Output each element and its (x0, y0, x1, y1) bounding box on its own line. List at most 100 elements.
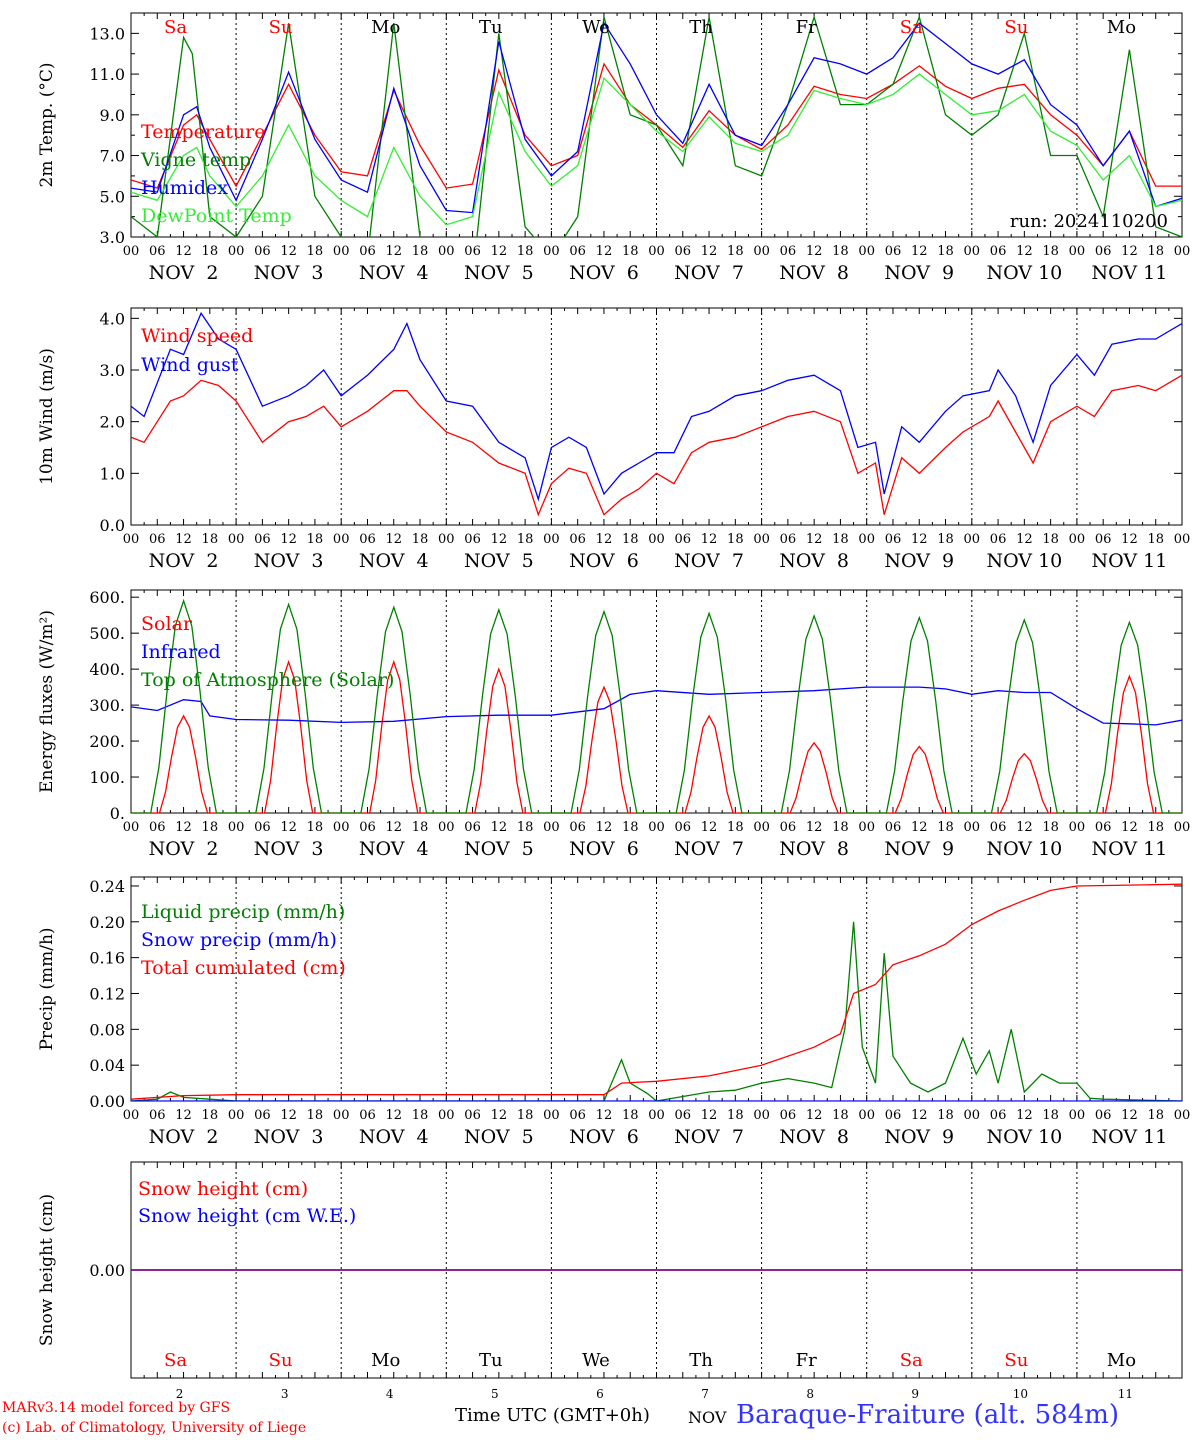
time-axis-label: Time UTC (GMT+0h) (455, 1405, 650, 1426)
date-label: NOV 3 (254, 838, 324, 860)
panel-1: 3.0 5.0 7.0 9.0 11.0 13.0 2m Temp. (°C) Tempera… (37, 12, 1191, 284)
hour-tick-label: 12 (175, 244, 192, 259)
day-of-week-label: We (582, 17, 610, 38)
hour-tick-label: 18 (1147, 244, 1164, 259)
hour-tick-label: 00 (1069, 532, 1086, 547)
day-number-label: 5 (491, 1387, 499, 1401)
hour-tick-label: 00 (438, 1108, 455, 1123)
hour-tick-label: 06 (990, 244, 1007, 259)
hour-tick-label: 12 (911, 244, 928, 259)
day-number-label: 2 (176, 1387, 184, 1401)
day-of-week-label: Su (269, 17, 293, 38)
hour-tick-label: 06 (675, 532, 692, 547)
hour-tick-label: 18 (202, 244, 219, 259)
credit-line-2: (c) Lab. of Climatology, University of L… (2, 1420, 307, 1436)
hour-tick-label: 00 (228, 532, 245, 547)
y-tick-label: 4.0 (100, 309, 125, 328)
hour-tick-label: 18 (832, 244, 849, 259)
date-label: NOV 7 (674, 1126, 744, 1148)
station-title: Baraque-Fraiture (alt. 584m) (736, 1400, 1120, 1430)
legend-entry: Vigne temp (140, 149, 251, 171)
hour-tick-label: 06 (464, 1108, 481, 1123)
hour-tick-label: 06 (885, 1108, 902, 1123)
hour-tick-label: 06 (149, 1108, 166, 1123)
y-tick-label: 7.0 (100, 147, 125, 166)
hour-tick-label: 12 (1016, 244, 1033, 259)
hour-tick-label: 06 (1095, 244, 1112, 259)
legend-entry: Liquid precip (mm/h) (141, 901, 345, 923)
date-label: NOV 10 (986, 838, 1062, 860)
hour-tick-label: 00 (1069, 1108, 1086, 1123)
hour-tick-label: 18 (517, 532, 534, 547)
y-tick-label: 1.0 (100, 464, 125, 483)
hour-tick-label: 18 (517, 1108, 534, 1123)
hour-tick-label: 00 (123, 532, 140, 547)
hour-tick-label: 06 (1095, 532, 1112, 547)
day-of-week-label: Sa (900, 1350, 923, 1371)
date-label: NOV 5 (464, 838, 534, 860)
hour-tick-label: 12 (491, 532, 508, 547)
y-tick-label: 400. (89, 660, 125, 679)
hour-tick-label: 18 (727, 820, 744, 835)
hour-tick-label: 06 (675, 820, 692, 835)
hour-tick-label: 18 (832, 820, 849, 835)
day-of-week-label: Fr (796, 17, 817, 38)
day-of-week-label: Mo (371, 17, 400, 38)
hour-tick-label: 00 (1174, 244, 1191, 259)
hour-tick-label: 00 (543, 1108, 560, 1123)
y-tick-label: 300. (89, 696, 125, 715)
hour-tick-label: 18 (307, 532, 324, 547)
date-label: NOV 6 (569, 838, 639, 860)
series-line-total-cumulated-cm- (131, 883, 1182, 1100)
hour-tick-label: 00 (438, 532, 455, 547)
hour-tick-label: 00 (1069, 244, 1086, 259)
y-tick-label: 5.0 (100, 187, 125, 206)
day-of-week-label: Th (689, 1350, 713, 1371)
hour-tick-label: 00 (228, 820, 245, 835)
hour-tick-label: 18 (727, 1108, 744, 1123)
hour-tick-label: 06 (149, 820, 166, 835)
hour-tick-label: 12 (911, 820, 928, 835)
hour-tick-label: 06 (569, 532, 586, 547)
hour-tick-label: 06 (359, 532, 376, 547)
day-number-label: 10 (1013, 1387, 1028, 1401)
date-label: NOV 4 (359, 550, 429, 572)
series-line-solar (131, 659, 1182, 813)
day-of-week-label: Tu (479, 17, 503, 38)
hour-tick-label: 18 (1042, 820, 1059, 835)
plot-frame (130, 307, 1183, 526)
hour-tick-label: 12 (701, 244, 718, 259)
date-label: NOV 5 (464, 550, 534, 572)
y-tick-label: 3.0 (100, 228, 125, 247)
hour-tick-label: 06 (990, 532, 1007, 547)
series-line-wind-gust (131, 311, 1182, 502)
series-line-top-of-atmosphere-solar- (131, 598, 1182, 813)
hour-tick-label: 12 (1016, 820, 1033, 835)
day-of-week-label: Th (689, 17, 713, 38)
date-label: NOV 9 (884, 1126, 954, 1148)
date-label: NOV 11 (1092, 838, 1168, 860)
hour-tick-label: 00 (333, 532, 350, 547)
hour-tick-label: 00 (543, 244, 560, 259)
date-label: NOV 10 (986, 262, 1062, 284)
hour-tick-label: 00 (1174, 532, 1191, 547)
hour-tick-label: 06 (359, 820, 376, 835)
hour-tick-label: 06 (569, 1108, 586, 1123)
day-of-week-label: We (582, 1350, 610, 1371)
hour-tick-label: 12 (806, 532, 823, 547)
y-tick-label: 0.16 (89, 949, 125, 968)
hour-tick-label: 12 (280, 1108, 297, 1123)
day-of-week-label: Sa (164, 17, 187, 38)
y-tick-label: 0.00 (89, 1092, 125, 1111)
day-number-label: 11 (1118, 1387, 1133, 1401)
day-of-week-label: Mo (1107, 17, 1136, 38)
hour-tick-label: 00 (333, 1108, 350, 1123)
y-tick-label: 11.0 (89, 65, 125, 84)
hour-tick-label: 12 (385, 244, 402, 259)
series-line-humidex (131, 21, 1182, 214)
hour-tick-label: 00 (123, 244, 140, 259)
hour-tick-label: 06 (149, 244, 166, 259)
hour-tick-label: 12 (1121, 532, 1138, 547)
y-axis-label: 2m Temp. (°C) (37, 62, 57, 187)
